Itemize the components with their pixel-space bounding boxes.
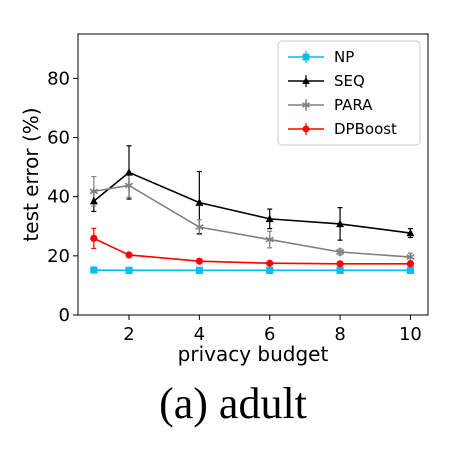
legend-label: SEQ <box>334 72 365 90</box>
point-dpboost-0 <box>90 234 98 242</box>
y-axis-label: test error (%) <box>19 107 43 241</box>
legend-label: DPBoost <box>334 120 397 138</box>
y-tick-label: 20 <box>47 246 70 267</box>
y-tick-label: 80 <box>47 68 70 89</box>
legend-entry-seq: SEQ <box>288 72 365 90</box>
point-seq-0 <box>89 196 98 205</box>
point-para-1 <box>124 181 134 190</box>
point-para-5 <box>406 252 415 262</box>
point-para-3 <box>265 235 274 244</box>
point-np-0 <box>90 266 98 274</box>
point-dpboost-3 <box>266 259 274 267</box>
legend: NP SEQ PARA DPBoost <box>277 40 421 146</box>
series-line-dpboost <box>93 237 411 265</box>
point-dpboost-2 <box>195 257 203 265</box>
point-para-0 <box>89 187 98 196</box>
axes: 2 4 6 8 10 0 20 40 60 80 privacy budget test error … <box>19 68 422 366</box>
legend-marker <box>302 76 310 85</box>
chart: 2 4 6 8 10 0 20 40 60 80 privacy budget test error … <box>19 33 429 366</box>
legend-label: NP <box>334 48 354 66</box>
point-seq-4 <box>336 219 345 228</box>
markers <box>89 168 415 274</box>
point-np-3 <box>266 266 274 274</box>
point-np-4 <box>336 266 344 274</box>
series-line-para <box>93 184 411 258</box>
legend-label: PARA <box>334 96 373 114</box>
point-para-2 <box>195 222 204 232</box>
legend-marker <box>302 125 310 133</box>
x-tick-label: 4 <box>194 324 205 345</box>
legend-marker <box>302 53 310 61</box>
x-axis-label: privacy budget <box>178 342 329 366</box>
point-dpboost-5 <box>406 260 415 268</box>
point-np-1 <box>125 266 133 274</box>
y-tick-label: 40 <box>47 187 70 208</box>
legend-marker <box>302 100 310 110</box>
y-tick-label: 60 <box>47 128 70 149</box>
point-dpboost-4 <box>336 260 344 268</box>
legend-entry-para: PARA <box>288 96 373 114</box>
figure-caption: (a) adult <box>159 379 307 428</box>
point-para-4 <box>335 247 345 257</box>
legend-box <box>277 40 421 146</box>
y-tick-label: 0 <box>59 305 70 326</box>
legend-entry-np: NP <box>288 48 354 66</box>
x-tick-label: 10 <box>399 324 422 345</box>
point-seq-3 <box>265 214 274 223</box>
series-lines <box>93 171 411 272</box>
point-np-2 <box>195 266 203 274</box>
x-tick-label: 8 <box>334 324 345 345</box>
point-seq-5 <box>406 228 415 237</box>
legend-entry-dpboost: DPBoost <box>288 120 397 138</box>
point-np-5 <box>406 266 415 274</box>
point-seq-2 <box>195 198 204 206</box>
point-dpboost-1 <box>125 251 133 259</box>
series-line-seq <box>93 171 411 234</box>
x-tick-label: 6 <box>264 324 275 345</box>
point-seq-1 <box>125 168 133 176</box>
x-tick-label: 2 <box>123 324 134 345</box>
